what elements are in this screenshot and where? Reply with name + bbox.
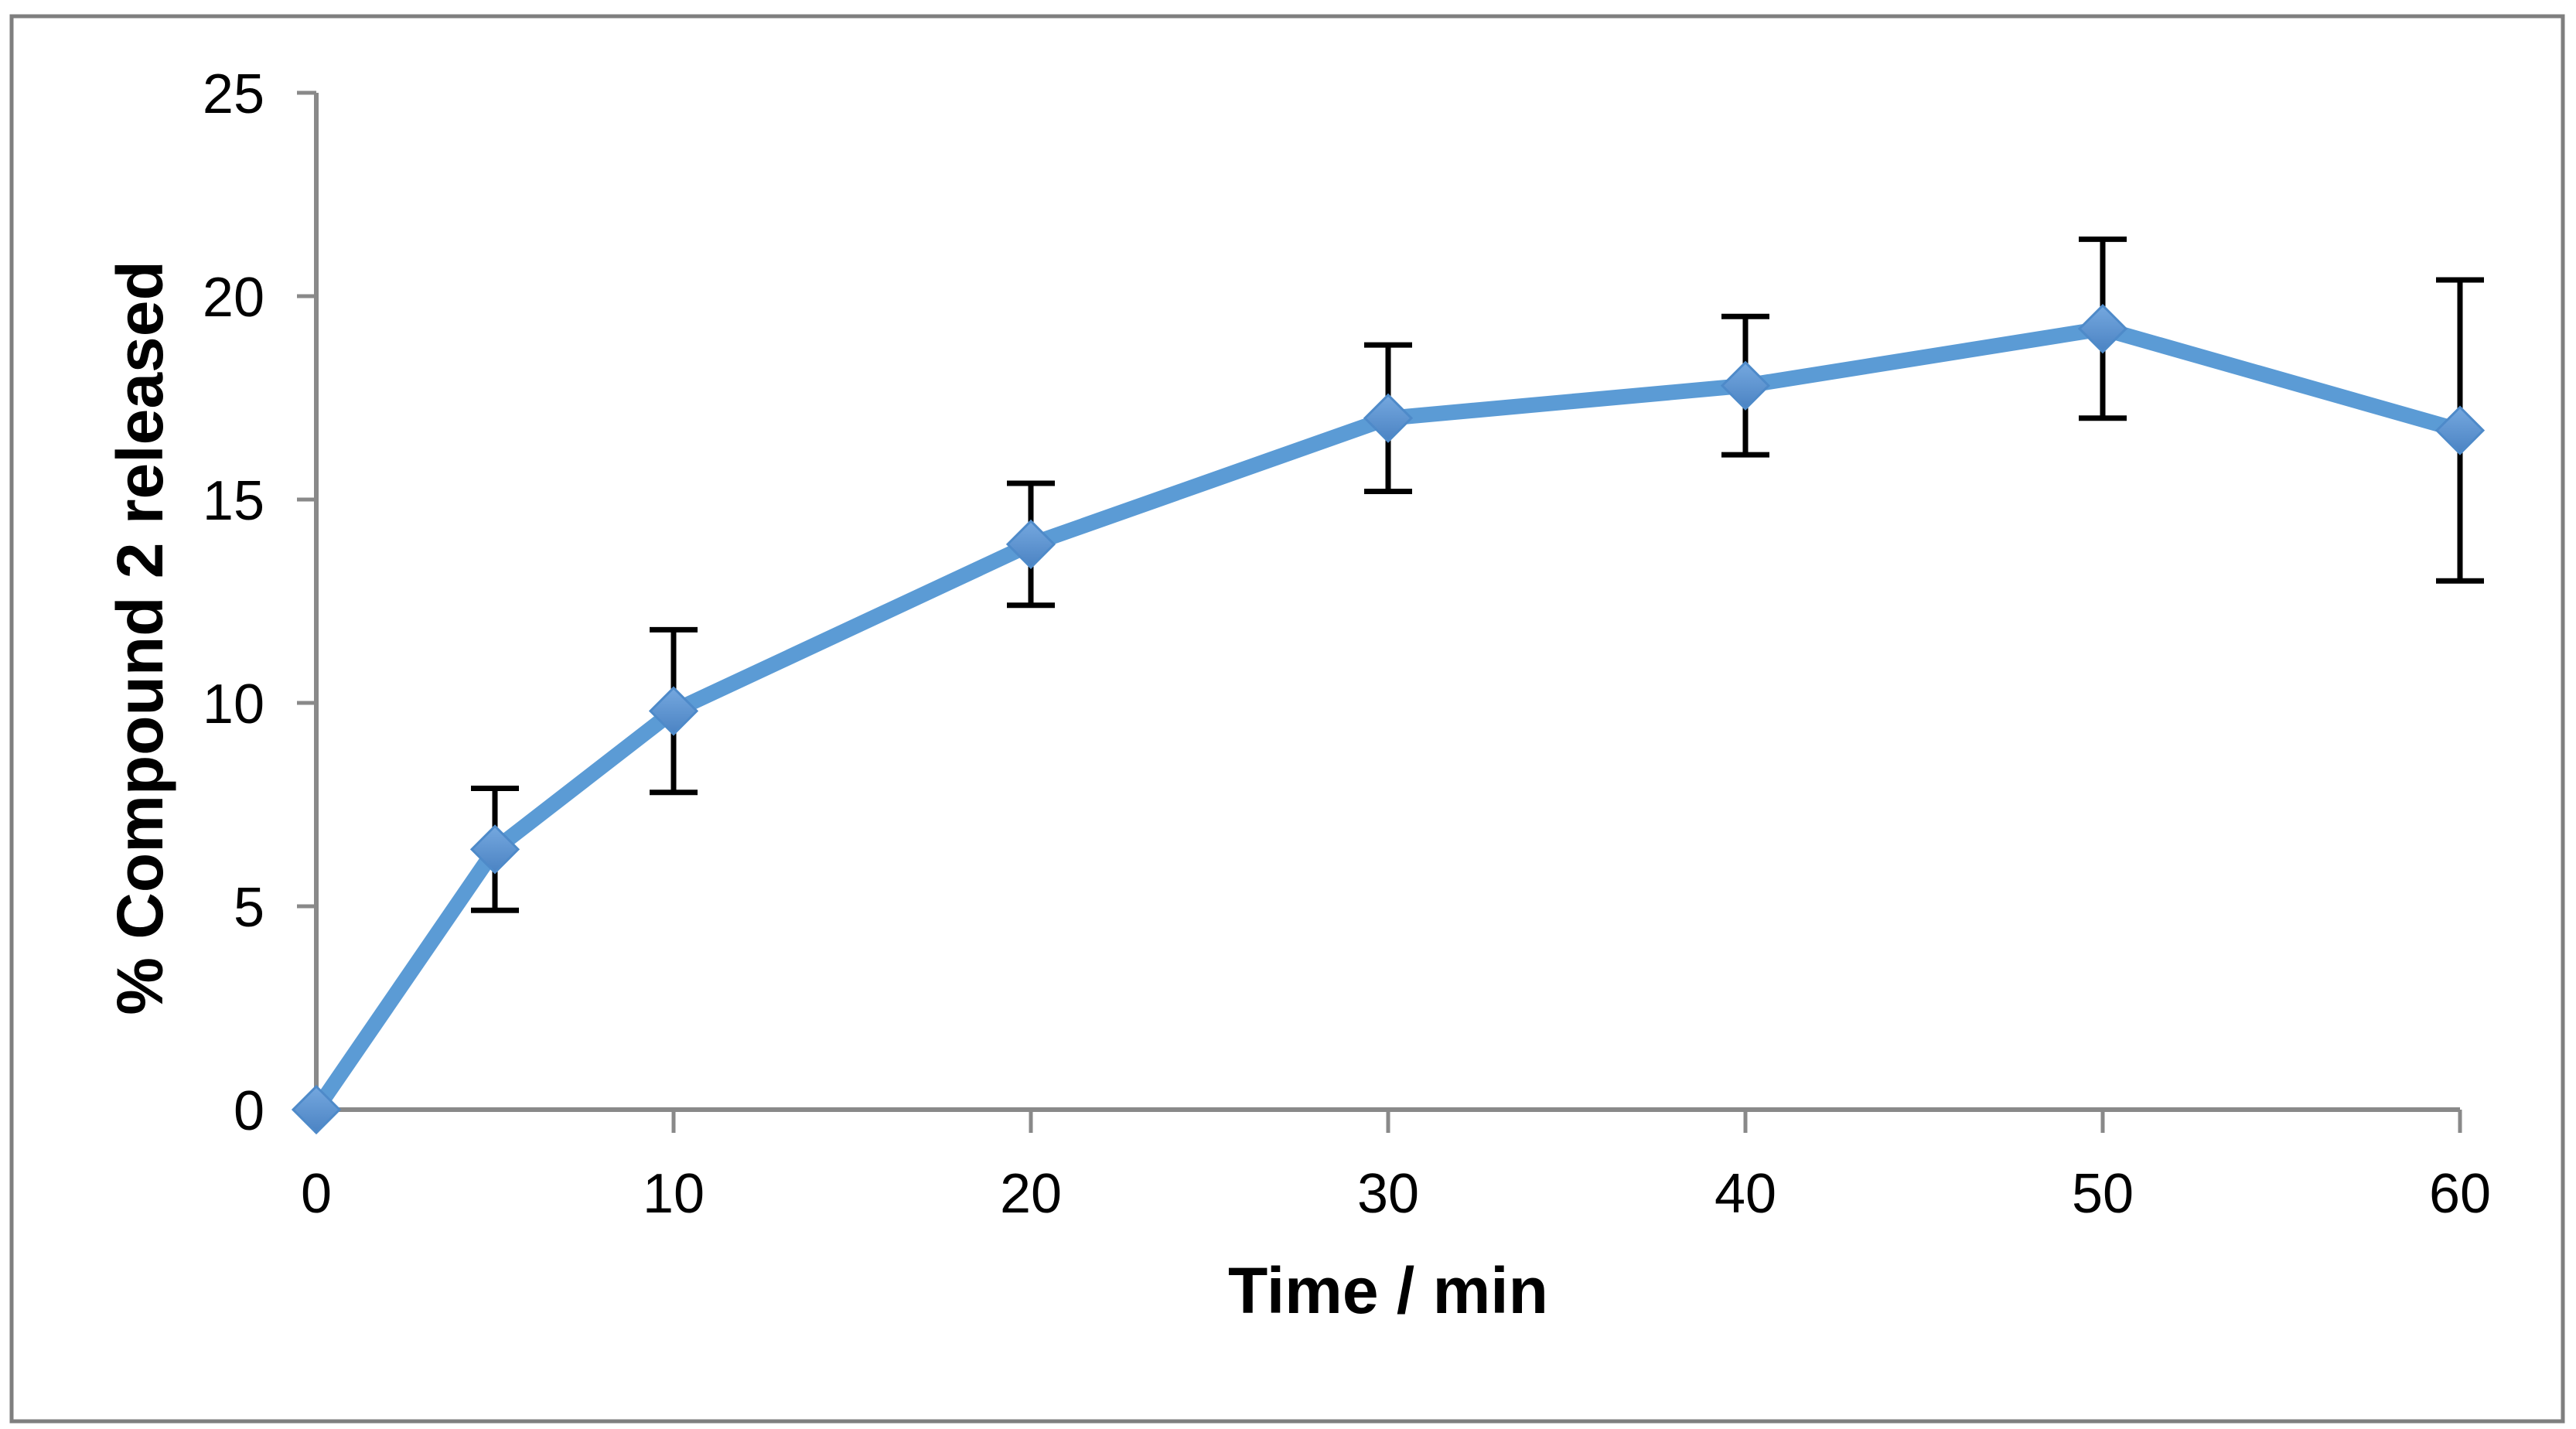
y-tick-label: 5: [234, 877, 264, 939]
data-point-marker: [469, 824, 520, 875]
y-tick-label: 20: [203, 267, 264, 329]
x-tick-label: 0: [301, 1163, 332, 1225]
x-tick-label: 40: [1714, 1163, 1776, 1225]
data-point-marker: [1363, 393, 1414, 443]
y-tick-label: 10: [203, 674, 264, 735]
x-tick-label: 50: [2072, 1163, 2134, 1225]
tick-labels: 0 5 10 15 20 25 0 10 20 30 40 50 60: [203, 63, 2491, 1225]
x-tick-label: 10: [643, 1163, 705, 1225]
y-tick-label: 25: [203, 63, 264, 125]
error-bars: [471, 236, 2484, 913]
data-point-marker: [1720, 360, 1771, 411]
y-tick-label: 15: [203, 470, 264, 532]
x-axis-title: Time / min: [1228, 1254, 1548, 1327]
x-tick-label: 30: [1357, 1163, 1419, 1225]
data-point-marker: [2077, 303, 2128, 354]
data-point-marker: [291, 1084, 342, 1135]
axes: [297, 90, 2462, 1133]
series-line: [309, 321, 2468, 1117]
data-point-marker: [648, 686, 699, 736]
x-tick-label: 60: [2429, 1163, 2491, 1225]
data-series: [291, 303, 2486, 1135]
y-axis-title: % Compound 2 released: [104, 261, 176, 1015]
x-tick-label: 20: [1000, 1163, 1062, 1225]
data-point-marker: [2434, 405, 2486, 455]
data-point-marker: [1005, 519, 1056, 569]
y-tick-label: 0: [234, 1080, 264, 1142]
figure-border: [9, 14, 2565, 1424]
